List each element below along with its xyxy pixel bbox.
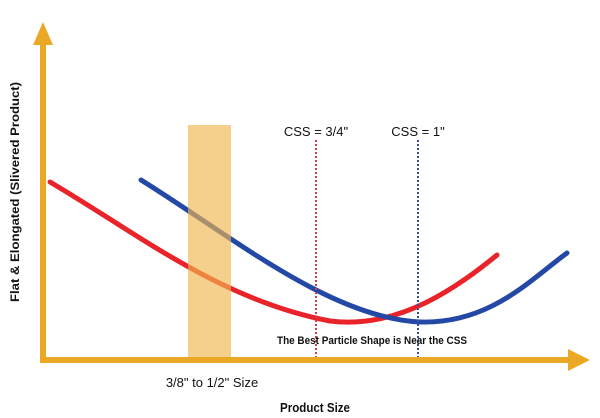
x-axis-title: Product Size xyxy=(280,400,350,415)
size-band xyxy=(188,125,231,360)
band-label: 3/8" to 1/2" Size xyxy=(166,375,258,390)
best-shape-annotation: The Best Particle Shape is Near the CSS xyxy=(277,335,467,347)
css-3-4-label: CSS = 3/4" xyxy=(284,124,349,139)
red-curve-css-3-4 xyxy=(47,179,500,325)
x-axis-arrow-icon xyxy=(568,349,590,371)
y-axis-title: Flat & Elongated (Slivered Product) xyxy=(8,82,22,302)
y-axis-arrow-icon xyxy=(33,22,53,45)
css-1-label: CSS = 1" xyxy=(391,124,445,139)
